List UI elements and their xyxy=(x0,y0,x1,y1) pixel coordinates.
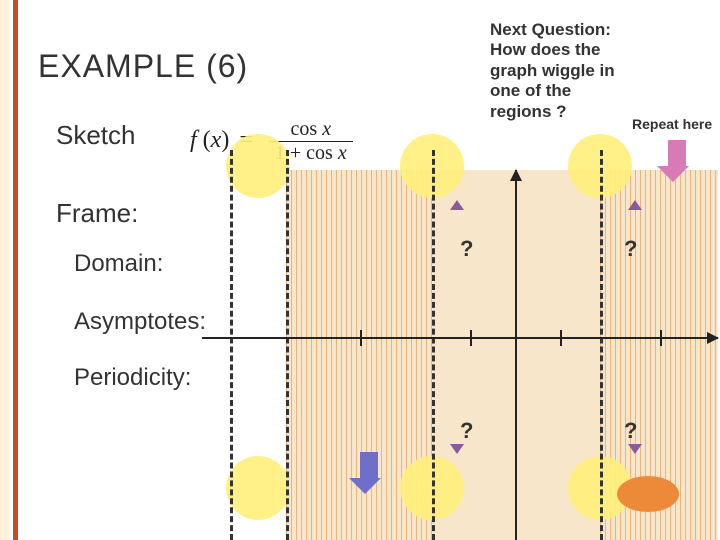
chevron-up-icon xyxy=(628,200,642,210)
asymptote-dash xyxy=(600,150,603,540)
item-domain: Domain: xyxy=(74,250,163,278)
chevron-down-icon xyxy=(628,444,642,454)
qmark-top-right: ? xyxy=(624,236,637,262)
x-axis xyxy=(202,337,718,339)
next-question-text: Next Question: How does the graph wiggle… xyxy=(490,20,635,122)
formula-den-fn: cos xyxy=(306,142,333,164)
formula-num-var: x xyxy=(322,118,331,140)
axis-tick xyxy=(560,330,562,346)
subhead-frame: Frame: xyxy=(56,198,138,229)
orange-oval xyxy=(617,476,679,512)
asymptote-dash xyxy=(286,150,289,540)
highlight-circle xyxy=(226,134,290,198)
y-axis xyxy=(515,170,517,540)
chevron-up-icon xyxy=(450,200,464,210)
formula-den-op: + xyxy=(290,142,301,164)
arrow-down-blue-icon xyxy=(356,452,381,494)
formula-num-fn: cos xyxy=(291,118,318,140)
axis-tick xyxy=(360,330,362,346)
item-asymptotes: Asymptotes: xyxy=(74,308,206,336)
asymptote-dash xyxy=(432,150,435,540)
asymptote-dash xyxy=(230,150,233,540)
formula-argvar: x xyxy=(211,127,222,153)
formula-den-var: x xyxy=(338,142,347,164)
subhead-sketch: Sketch xyxy=(56,120,136,151)
qmark-bottom-right: ? xyxy=(624,418,637,444)
axis-tick xyxy=(470,330,472,346)
slide-left-rail xyxy=(0,0,18,540)
qmark-top-left: ? xyxy=(460,236,473,262)
item-periodicity: Periodicity: xyxy=(74,364,191,392)
axis-tick xyxy=(660,330,662,346)
qmark-bottom-left: ? xyxy=(460,418,473,444)
repeat-here-top: Repeat here xyxy=(632,116,712,132)
arrow-down-pink-icon xyxy=(664,140,689,182)
highlight-circle xyxy=(226,456,290,520)
formula-lhs: f xyxy=(190,127,197,153)
chevron-down-icon xyxy=(450,444,464,454)
slide-title: EXAMPLE (6) xyxy=(38,48,248,85)
